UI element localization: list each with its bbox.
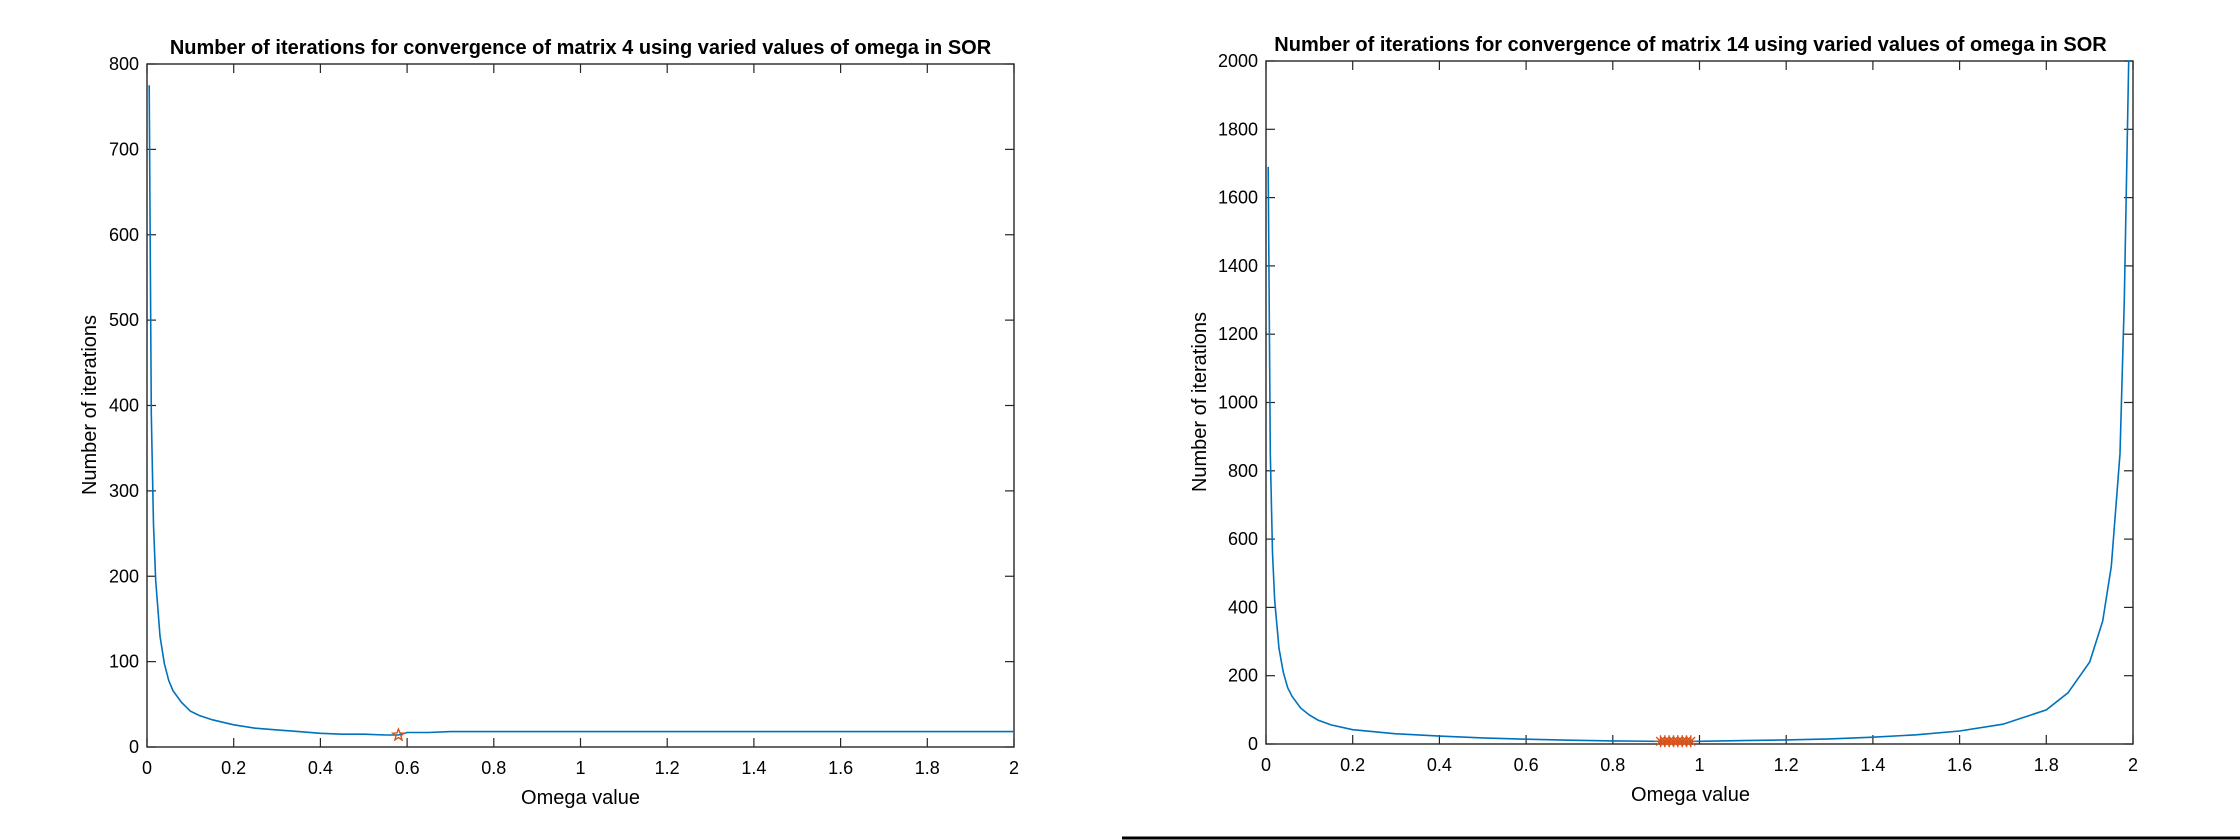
x-tick-label: 1.2 (655, 758, 680, 778)
x-tick-label: 1.4 (741, 758, 766, 778)
y-tick-label: 100 (109, 652, 139, 672)
x-tick-label: 1.2 (1774, 755, 1799, 775)
y-tick-label: 200 (1228, 666, 1258, 686)
y-tick-label: 800 (1228, 461, 1258, 481)
x-tick-label: 0.4 (308, 758, 333, 778)
chart-matrix-14: Number of iterations for convergence of … (1189, 34, 2138, 806)
data-marker (1684, 735, 1697, 748)
x-tick-label: 0.2 (221, 758, 246, 778)
x-tick-label: 1.6 (1947, 755, 1972, 775)
x-tick-label: 1.4 (1860, 755, 1885, 775)
y-tick-label: 0 (129, 737, 139, 757)
x-tick-label: 2 (2128, 755, 2138, 775)
y-tick-label: 1800 (1218, 119, 1258, 139)
y-tick-label: 2000 (1218, 51, 1258, 71)
y-tick-label: 1200 (1218, 324, 1258, 344)
series-line (1267, 60, 2131, 743)
x-tick-label: 0.4 (1427, 755, 1452, 775)
y-axis-label: Number of iterations (79, 315, 101, 495)
y-axis-label: Number of iterations (1189, 312, 1211, 492)
y-tick-label: 1400 (1218, 256, 1258, 276)
chart-matrix-4: Number of iterations for convergence of … (79, 37, 1019, 809)
y-tick-label: 1000 (1218, 393, 1258, 413)
y-tick-label: 500 (109, 310, 139, 330)
x-tick-label: 0.8 (481, 758, 506, 778)
series-line (148, 85, 1014, 736)
chart-title: Number of iterations for convergence of … (1274, 34, 2107, 56)
y-tick-label: 0 (1248, 734, 1258, 754)
x-tick-label: 0.6 (1514, 755, 1539, 775)
x-tick-label: 1 (575, 758, 585, 778)
x-tick-label: 0.8 (1600, 755, 1625, 775)
y-tick-label: 800 (109, 54, 139, 74)
y-tick-label: 400 (1228, 597, 1258, 617)
x-tick-label: 2 (1009, 758, 1019, 778)
x-tick-label: 0.6 (395, 758, 420, 778)
x-tick-label: 0 (1261, 755, 1271, 775)
y-tick-label: 400 (109, 396, 139, 416)
x-tick-label: 1.6 (828, 758, 853, 778)
y-tick-label: 1600 (1218, 188, 1258, 208)
data-marker (390, 727, 406, 742)
y-tick-label: 600 (109, 225, 139, 245)
y-tick-label: 600 (1228, 529, 1258, 549)
x-axis-label: Omega value (1631, 784, 1750, 806)
y-tick-label: 700 (109, 139, 139, 159)
x-tick-label: 1.8 (2034, 755, 2059, 775)
y-tick-label: 300 (109, 481, 139, 501)
x-axis-label: Omega value (521, 787, 640, 809)
y-tick-label: 200 (109, 566, 139, 586)
chart-title: Number of iterations for convergence of … (170, 37, 992, 59)
x-tick-label: 1 (1694, 755, 1704, 775)
x-tick-label: 0.2 (1340, 755, 1365, 775)
x-tick-label: 0 (142, 758, 152, 778)
x-tick-label: 1.8 (915, 758, 940, 778)
